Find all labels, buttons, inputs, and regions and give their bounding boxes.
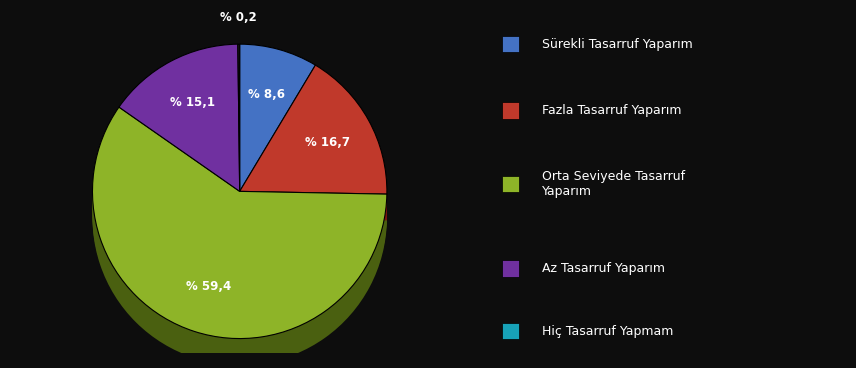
Wedge shape (119, 59, 240, 206)
Wedge shape (238, 54, 240, 201)
Wedge shape (92, 134, 387, 365)
Text: % 59,4: % 59,4 (186, 280, 231, 293)
Wedge shape (92, 114, 387, 346)
Text: % 8,6: % 8,6 (248, 88, 285, 102)
Wedge shape (92, 126, 387, 358)
Wedge shape (92, 107, 387, 339)
Wedge shape (119, 47, 240, 194)
Text: Hiç Tasarruf Yapmam: Hiç Tasarruf Yapmam (542, 325, 674, 338)
Wedge shape (92, 129, 387, 360)
Wedge shape (238, 44, 240, 191)
Wedge shape (240, 49, 315, 196)
Wedge shape (238, 59, 240, 206)
Wedge shape (240, 47, 315, 194)
Wedge shape (119, 49, 240, 196)
Wedge shape (119, 63, 240, 210)
Wedge shape (92, 110, 387, 341)
Wedge shape (240, 44, 315, 191)
Wedge shape (240, 56, 315, 204)
Wedge shape (240, 82, 387, 211)
FancyBboxPatch shape (502, 102, 519, 118)
Wedge shape (240, 66, 315, 213)
Wedge shape (92, 131, 387, 362)
Text: % 16,7: % 16,7 (305, 137, 350, 149)
Wedge shape (92, 121, 387, 353)
Wedge shape (92, 107, 387, 339)
Wedge shape (238, 68, 240, 215)
Wedge shape (240, 63, 315, 210)
Wedge shape (240, 84, 387, 213)
Wedge shape (240, 92, 387, 221)
Wedge shape (240, 54, 315, 201)
Wedge shape (240, 72, 387, 201)
Wedge shape (240, 79, 387, 209)
Wedge shape (240, 89, 387, 218)
Wedge shape (240, 52, 315, 199)
Wedge shape (119, 71, 240, 218)
Wedge shape (119, 56, 240, 204)
Wedge shape (240, 75, 387, 204)
FancyBboxPatch shape (502, 323, 519, 339)
Wedge shape (92, 112, 387, 343)
Wedge shape (238, 47, 240, 194)
Wedge shape (240, 59, 315, 206)
Wedge shape (119, 44, 240, 191)
Wedge shape (240, 87, 387, 216)
Wedge shape (119, 52, 240, 199)
Wedge shape (119, 54, 240, 201)
Text: Fazla Tasarruf Yaparım: Fazla Tasarruf Yaparım (542, 104, 681, 117)
Wedge shape (119, 61, 240, 208)
Wedge shape (238, 52, 240, 199)
FancyBboxPatch shape (502, 261, 519, 277)
Wedge shape (240, 68, 387, 197)
Text: Orta Seviyede Tasarruf
Yaparım: Orta Seviyede Tasarruf Yaparım (542, 170, 685, 198)
Wedge shape (240, 68, 315, 215)
Text: Sürekli Tasarruf Yaparım: Sürekli Tasarruf Yaparım (542, 38, 693, 51)
FancyBboxPatch shape (502, 176, 519, 192)
Wedge shape (238, 71, 240, 218)
Wedge shape (238, 61, 240, 208)
Wedge shape (238, 63, 240, 210)
Text: % 15,1: % 15,1 (170, 96, 216, 109)
Wedge shape (240, 65, 387, 194)
Wedge shape (240, 70, 387, 199)
Text: Az Tasarruf Yaparım: Az Tasarruf Yaparım (542, 262, 665, 275)
Wedge shape (119, 44, 240, 191)
Wedge shape (238, 56, 240, 204)
FancyBboxPatch shape (502, 36, 519, 53)
Wedge shape (238, 66, 240, 213)
Wedge shape (92, 117, 387, 348)
Wedge shape (240, 77, 387, 206)
Wedge shape (238, 44, 240, 191)
Wedge shape (240, 44, 315, 191)
Wedge shape (240, 71, 315, 218)
Wedge shape (119, 66, 240, 213)
Wedge shape (238, 49, 240, 196)
Wedge shape (119, 68, 240, 215)
Wedge shape (92, 124, 387, 355)
Text: % 0,2: % 0,2 (220, 11, 257, 24)
Wedge shape (240, 61, 315, 208)
Wedge shape (240, 65, 387, 194)
Wedge shape (92, 119, 387, 351)
